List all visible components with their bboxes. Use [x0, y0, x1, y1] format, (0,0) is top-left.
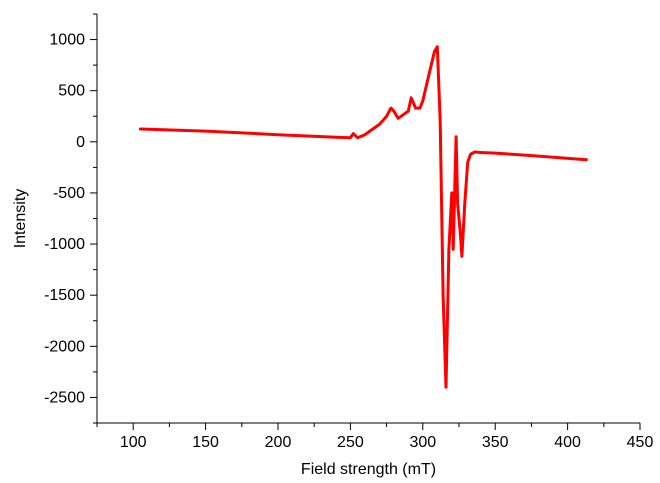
y-tick-label: -500 [53, 185, 85, 202]
y-tick-label: -2500 [44, 389, 85, 406]
x-axis-ticks: 100 150 200 250 300 350 400 450 [96, 423, 654, 451]
y-axis-ticks: 1000 500 0 -500 -1000 -1500 -2000 -2500 [44, 13, 97, 424]
x-tick-label: 350 [482, 434, 509, 451]
y-tick-label: -1500 [44, 287, 85, 304]
y-tick-label: 500 [58, 83, 85, 100]
x-tick-label: 400 [554, 434, 581, 451]
series-layer [138, 45, 588, 389]
y-axis-title: Intensity [12, 189, 29, 249]
y-tick-label: -1000 [44, 236, 85, 253]
x-tick-label: 200 [265, 434, 292, 451]
spectrum-line [138, 45, 588, 389]
x-tick-label: 100 [120, 434, 147, 451]
x-tick-label: 300 [409, 434, 436, 451]
x-tick-label: 150 [192, 434, 219, 451]
y-tick-label: -2000 [44, 338, 85, 355]
y-tick-label: 1000 [49, 32, 85, 49]
x-axis-title: Field strength (mT) [301, 461, 436, 478]
axes [96, 14, 640, 424]
x-tick-label: 450 [627, 434, 654, 451]
y-tick-label: 0 [76, 134, 85, 151]
x-tick-label: 250 [337, 434, 364, 451]
